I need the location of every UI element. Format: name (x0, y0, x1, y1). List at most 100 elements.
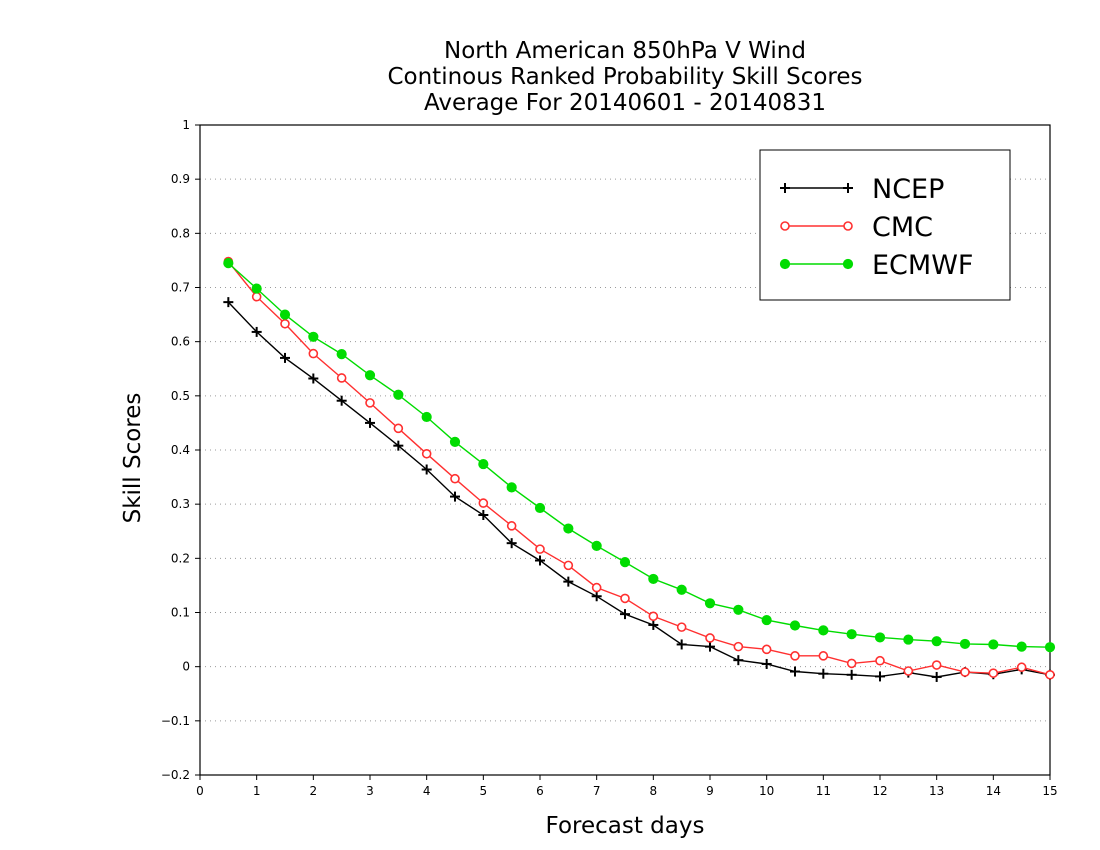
title-line: North American 850hPa V Wind (444, 38, 806, 64)
series-group (223, 256, 1056, 682)
legend-item-ncep: NCEP (780, 174, 944, 205)
series-line-ncep (227, 301, 1051, 678)
y-tick-label: 0.3 (171, 497, 190, 511)
title-line: Continous Ranked Probability Skill Score… (387, 64, 862, 90)
legend-label-cmc: CMC (872, 212, 933, 243)
y-tick-label: 0.6 (171, 335, 190, 349)
data-point-ncep (223, 297, 234, 308)
data-point-ecmwf (988, 639, 999, 650)
data-point-ecmwf (676, 584, 687, 595)
y-tick-label: 0.4 (171, 443, 190, 457)
data-point-cmc (535, 544, 545, 554)
data-point-ncep (365, 417, 375, 428)
x-tick-label: 7 (593, 784, 601, 798)
data-point-ncep (251, 326, 262, 337)
data-point-ecmwf (761, 614, 772, 626)
data-point-cmc (620, 593, 630, 604)
data-point-cmc (648, 611, 659, 622)
data-point-ecmwf (733, 604, 744, 615)
legend-item-ecmwf: ECMWF (779, 250, 973, 281)
y-tick-label: −0.2 (161, 768, 190, 782)
data-point-ncep (563, 576, 574, 587)
data-point-ncep (421, 464, 432, 475)
data-point-ecmwf (874, 632, 886, 643)
data-point-ncep (336, 395, 347, 406)
x-tick-label: 11 (816, 784, 831, 798)
y-tick-label: 0.5 (171, 389, 190, 403)
data-point-cmc (846, 658, 857, 669)
y-tick-label: 0.7 (171, 281, 190, 295)
x-axis: 0 1 2 3 4 5 6 7 8 9 10 11 12 13 14 15 (196, 775, 1058, 798)
x-tick-label: 12 (872, 784, 887, 798)
data-point-ecmwf (1044, 642, 1056, 653)
data-point-cmc (1045, 669, 1055, 680)
data-point-cmc (563, 560, 574, 571)
data-point-ncep (393, 440, 404, 451)
data-point-ecmwf (336, 349, 347, 360)
data-point-cmc (251, 291, 262, 302)
data-point-ncep (790, 666, 800, 677)
x-tick-label: 14 (986, 784, 1001, 798)
title-line: Average For 20140601 - 20140831 (424, 90, 826, 116)
data-point-ncep (535, 555, 545, 566)
y-tick-label: 0.8 (171, 226, 190, 240)
y-tick-label: 0 (182, 660, 190, 674)
x-tick-label: 10 (759, 784, 774, 798)
data-point-ncep (705, 641, 715, 652)
data-point-cmc (365, 398, 375, 408)
data-point-ecmwf (478, 458, 489, 470)
y-tick-label: 0.2 (171, 551, 190, 565)
data-point-ncep (875, 671, 885, 682)
y-tick-label: 1 (182, 118, 190, 132)
data-point-cmc (506, 521, 517, 531)
y-tick-label: 0.1 (171, 606, 190, 620)
data-point-ncep (506, 538, 517, 549)
series-line-ecmwf (227, 262, 1051, 648)
data-point-ncep (308, 373, 319, 384)
data-point-ncep (620, 609, 630, 620)
data-point-cmc (875, 655, 885, 666)
data-point-cmc (280, 318, 290, 329)
data-point-ncep (761, 658, 772, 669)
legend-marker-ecmwf (779, 258, 791, 270)
data-point-cmc (903, 666, 914, 676)
data-point-cmc (450, 473, 460, 484)
x-axis-label: Forecast days (546, 813, 705, 839)
data-point-cmc (1016, 662, 1027, 673)
data-point-cmc (761, 644, 772, 655)
legend-marker-ncep (780, 183, 790, 193)
data-point-cmc (818, 651, 829, 661)
data-point-ncep (450, 491, 460, 502)
data-point-ecmwf (506, 482, 517, 493)
data-point-cmc (790, 651, 800, 661)
data-point-ecmwf (789, 620, 801, 631)
x-tick-label: 1 (253, 784, 261, 798)
legend-label-ncep: NCEP (872, 174, 944, 205)
x-tick-label: 13 (929, 784, 944, 798)
x-tick-label: 6 (536, 784, 544, 798)
legend-label-ecmwf: ECMWF (872, 250, 973, 281)
y-tick-label: −0.1 (161, 714, 190, 728)
x-tick-label: 8 (650, 784, 658, 798)
series-line-cmc (227, 261, 1051, 676)
data-point-ecmwf (818, 625, 829, 636)
data-point-ecmwf (903, 634, 914, 645)
data-point-ecmwf (1016, 641, 1027, 652)
legend-marker-cmc (780, 221, 790, 231)
data-point-cmc (308, 348, 319, 359)
series-ncep (223, 297, 1055, 682)
data-point-ecmwf (449, 436, 461, 447)
data-point-cmc (478, 498, 489, 508)
data-point-cmc (336, 373, 347, 383)
data-point-ncep (591, 591, 602, 602)
data-point-ecmwf (591, 540, 602, 551)
data-point-ecmwf (563, 523, 574, 534)
data-point-ncep (733, 655, 744, 666)
data-point-ncep (280, 352, 290, 363)
series-ecmwf (223, 258, 1056, 653)
data-point-cmc (705, 633, 715, 643)
data-point-cmc (960, 667, 970, 677)
data-point-ecmwf (959, 638, 971, 650)
